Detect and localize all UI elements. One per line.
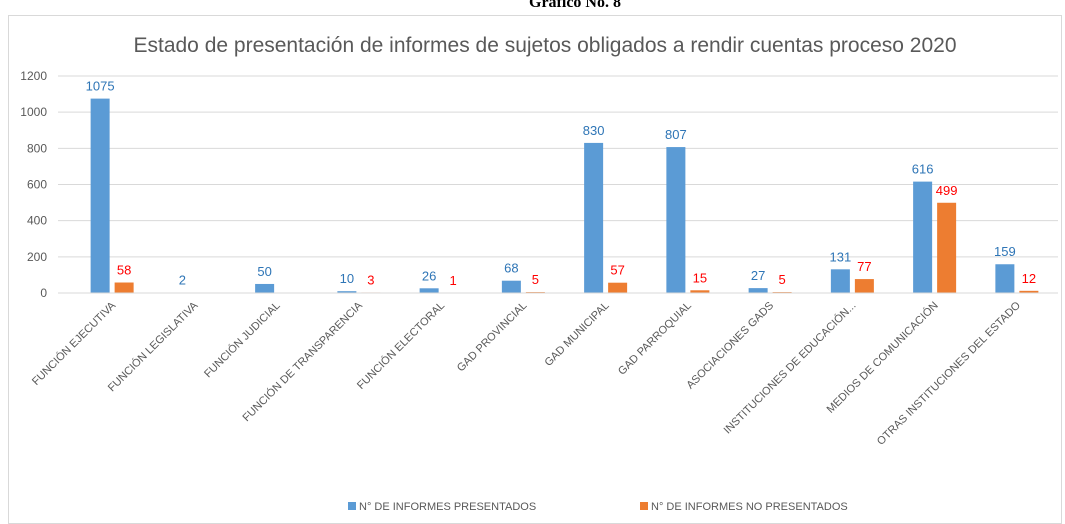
legend-swatch bbox=[640, 502, 648, 510]
chart-frame bbox=[8, 15, 1062, 524]
bar bbox=[937, 202, 957, 293]
data-label: 77 bbox=[857, 259, 871, 274]
data-label: 12 bbox=[1022, 271, 1036, 286]
legend-label: N° DE INFORMES NO PRESENTADOS bbox=[651, 501, 848, 513]
bar bbox=[584, 142, 604, 293]
y-tick-label: 0 bbox=[40, 286, 47, 300]
y-tick-label: 1200 bbox=[20, 69, 47, 83]
bar bbox=[666, 147, 686, 293]
data-label: 2 bbox=[179, 273, 186, 288]
y-tick-label: 1000 bbox=[20, 105, 47, 119]
bar bbox=[1019, 290, 1039, 293]
y-tick-label: 800 bbox=[27, 141, 47, 155]
bar bbox=[255, 283, 275, 293]
bar bbox=[501, 280, 521, 293]
bar bbox=[854, 279, 874, 293]
data-label: 15 bbox=[693, 270, 707, 285]
data-label: 1 bbox=[450, 273, 457, 288]
data-label: 27 bbox=[751, 268, 765, 283]
data-label: 26 bbox=[422, 268, 436, 283]
bar bbox=[690, 290, 710, 293]
bar bbox=[913, 181, 933, 293]
data-label: 58 bbox=[117, 263, 131, 278]
data-label: 3 bbox=[367, 272, 374, 287]
data-label: 830 bbox=[583, 123, 605, 138]
legend-label: N° DE INFORMES PRESENTADOS bbox=[359, 501, 536, 513]
y-tick-label: 600 bbox=[27, 178, 47, 192]
bar bbox=[337, 291, 357, 293]
data-label: 499 bbox=[936, 183, 958, 198]
chart-title: Estado de presentación de informes de su… bbox=[133, 34, 956, 57]
data-label: 5 bbox=[779, 272, 786, 287]
data-label: 616 bbox=[912, 162, 934, 177]
bar bbox=[419, 288, 439, 293]
data-label: 1075 bbox=[86, 79, 115, 94]
data-label: 57 bbox=[610, 263, 624, 278]
bar bbox=[114, 282, 134, 293]
bar bbox=[995, 264, 1015, 293]
data-label: 807 bbox=[665, 127, 687, 142]
data-label: 5 bbox=[532, 272, 539, 287]
bar bbox=[90, 98, 110, 294]
page-header: Gráfico No. 8 bbox=[529, 0, 621, 11]
data-label: 10 bbox=[340, 271, 354, 286]
bar bbox=[830, 269, 850, 293]
bar bbox=[608, 282, 628, 293]
data-label: 50 bbox=[257, 264, 271, 279]
data-label: 68 bbox=[504, 261, 518, 276]
y-tick-label: 400 bbox=[27, 214, 47, 228]
data-label: 131 bbox=[830, 249, 852, 264]
bar bbox=[748, 288, 768, 293]
y-tick-label: 200 bbox=[27, 250, 47, 264]
legend-swatch bbox=[348, 502, 356, 510]
data-label: 159 bbox=[994, 244, 1016, 259]
